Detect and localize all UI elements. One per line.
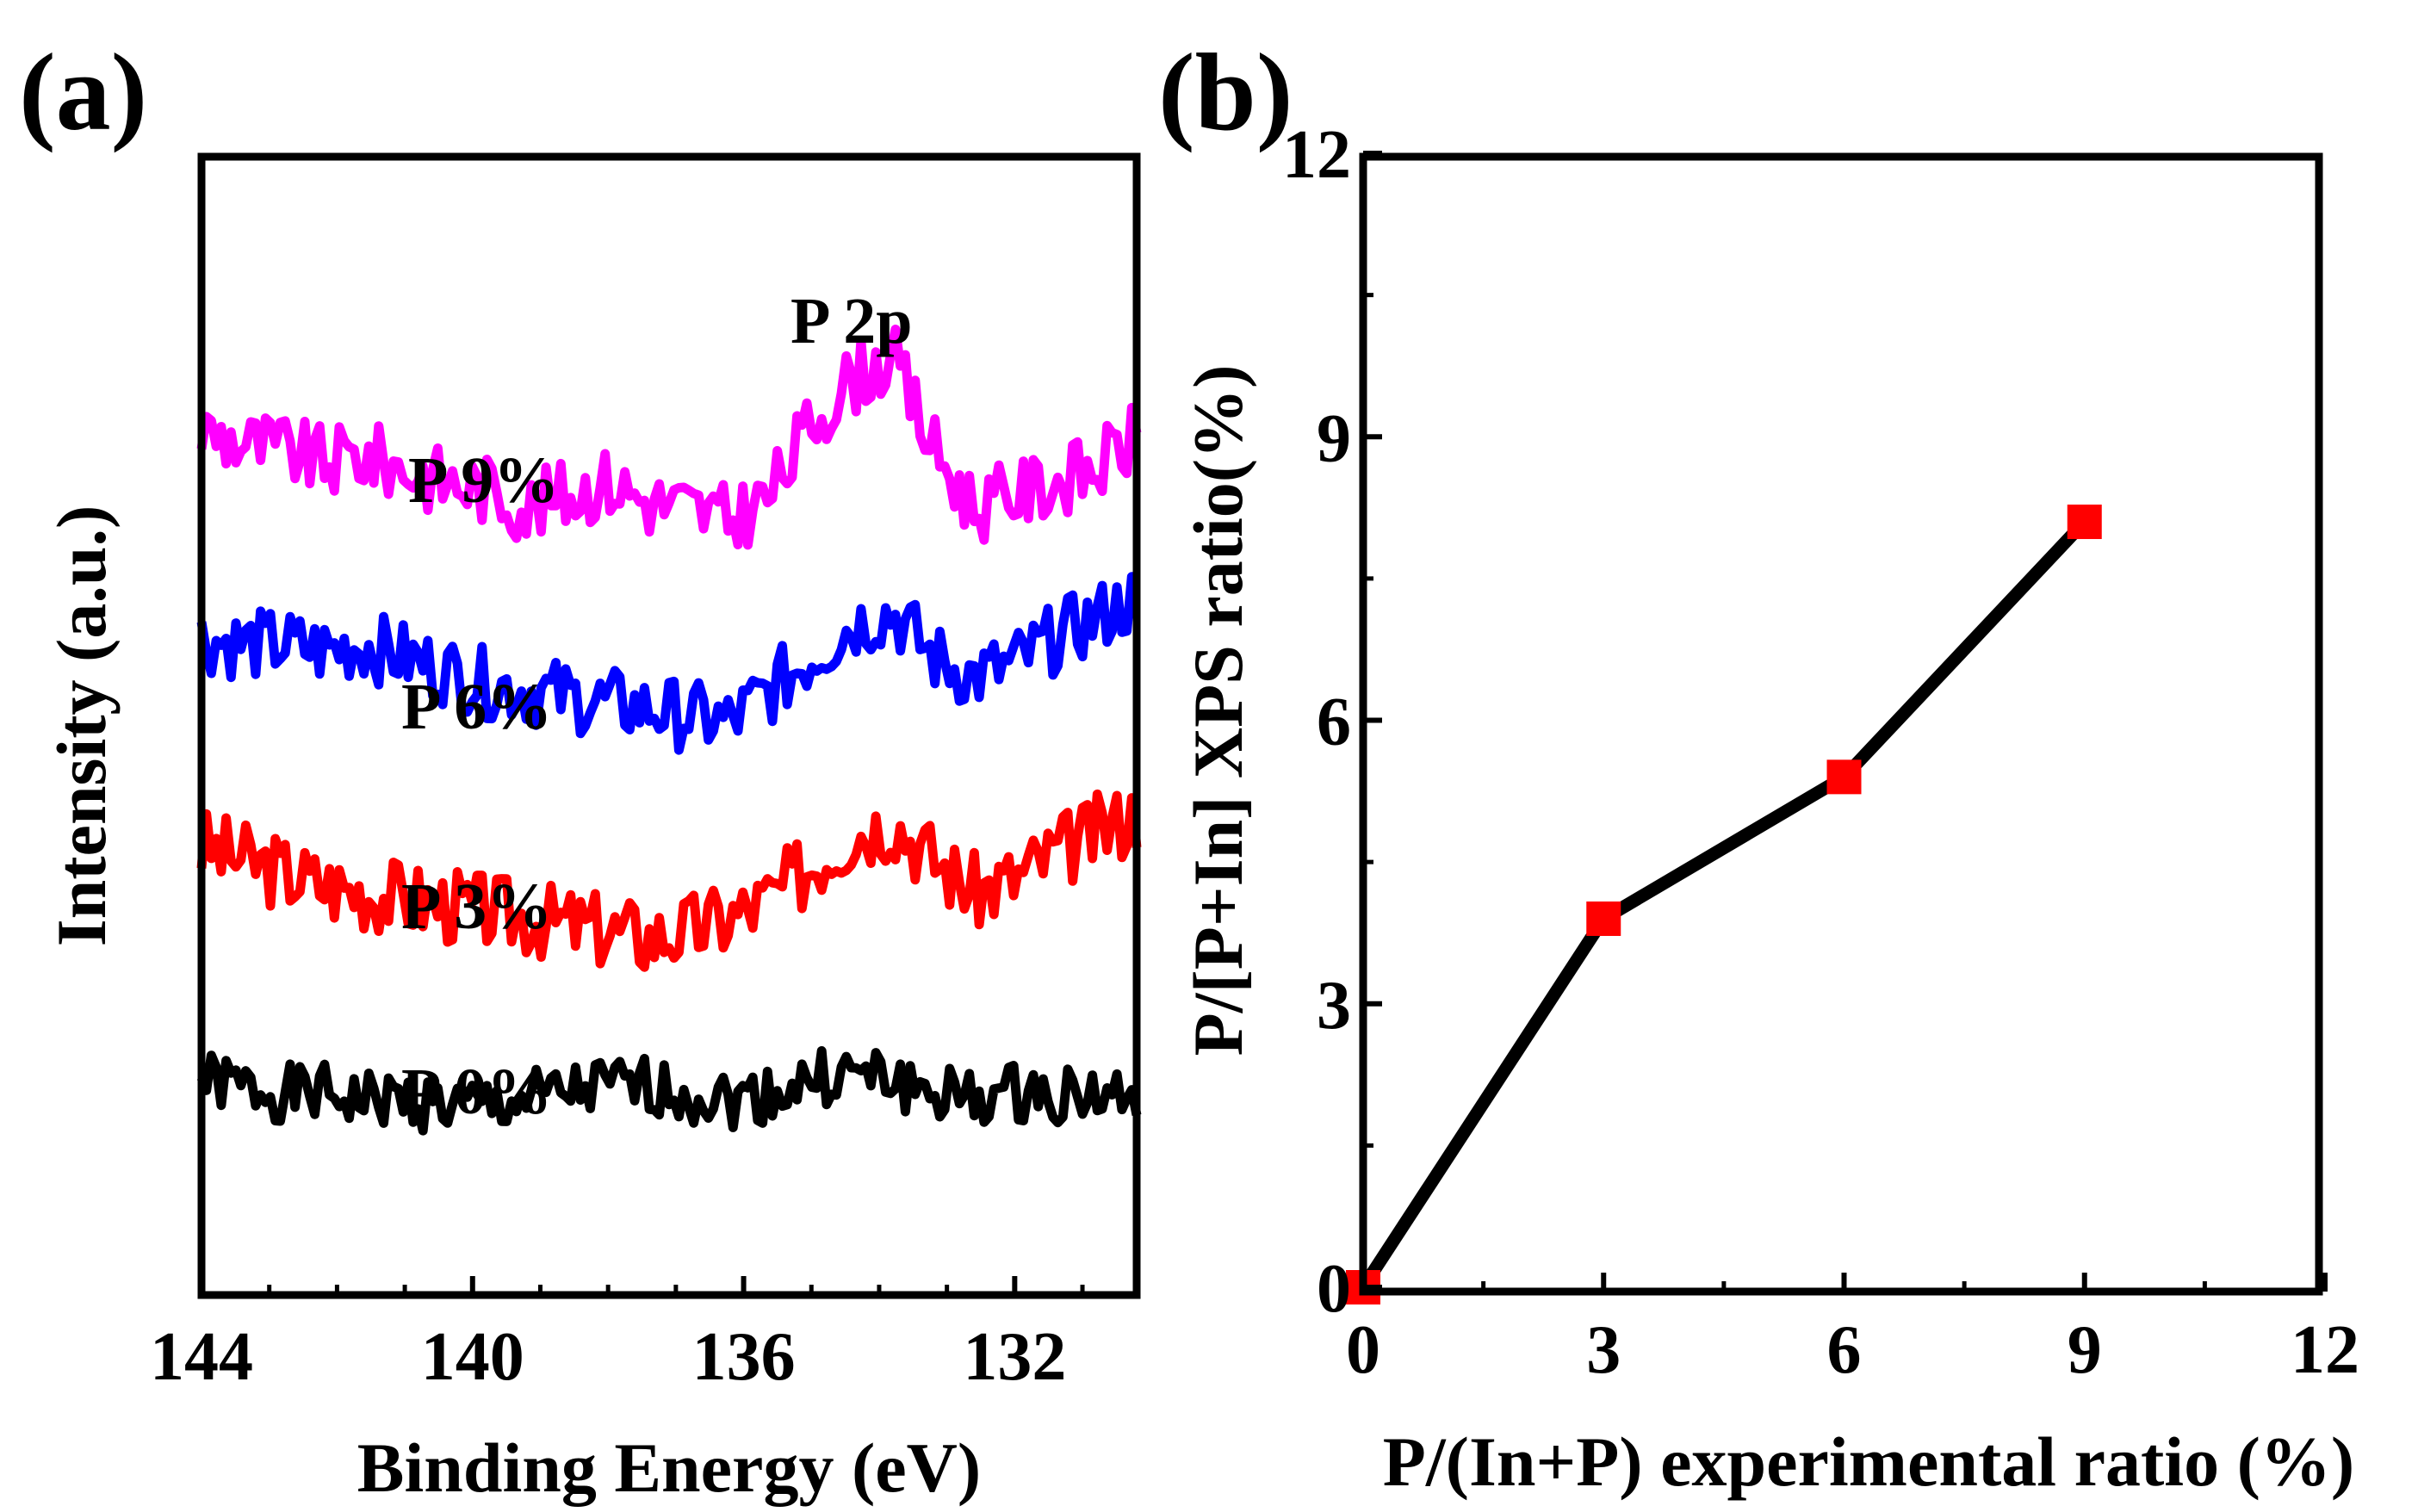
panel-b-label: (b) (1158, 31, 1293, 153)
data-point-marker-6 (1826, 759, 1862, 795)
panel-b-frame (1359, 152, 2323, 1296)
panel-a-label: (a) (19, 31, 147, 153)
y-tick-label-12: 12 (1282, 117, 1351, 193)
panel-b-plot-group (1346, 505, 2102, 1304)
panel-a: (a) 144 140 136 132 P 2p P 9% P 6% P 3% P 0… (19, 31, 1142, 1507)
y-tick-label-3: 3 (1317, 968, 1351, 1044)
series-label-p0: P 0% (401, 1056, 552, 1128)
panel-b-y-axis-title: P/[P+In] XPS ratio(%) (1179, 365, 1257, 1057)
x-tick-label-0: 0 (1346, 1312, 1380, 1388)
series-label-p9: P 9% (408, 444, 559, 517)
panel-b-ticks: 0 3 6 9 12 0 3 6 9 12 (1282, 117, 2359, 1388)
x-tick-label-136: 136 (692, 1319, 796, 1395)
spectrum-line-p-3 (196, 789, 1142, 972)
panel-b: (b) 0 3 6 9 12 0 3 6 9 12 P/(In+P) experimental r… (1158, 31, 2359, 1501)
x-tick-label-6: 6 (1827, 1312, 1862, 1388)
panel-a-peak-label: P 2p (790, 285, 913, 357)
panel-a-x-ticks: 144 140 136 132 (150, 1276, 1085, 1395)
panel-a-series-group (196, 325, 1142, 1136)
data-point-marker-3 (1586, 901, 1621, 936)
y-tick-label-6: 6 (1317, 685, 1351, 760)
x-tick-label-140: 140 (421, 1319, 524, 1395)
y-tick-label-0: 0 (1317, 1251, 1351, 1327)
series-label-p6: P 6% (401, 671, 552, 743)
data-point-marker-9 (2067, 505, 2102, 540)
x-tick-label-9: 9 (2068, 1312, 2102, 1388)
spectrum-line-p-6 (196, 572, 1138, 755)
y-tick-label-9: 9 (1317, 400, 1351, 476)
panel-a-frame (197, 152, 1141, 1299)
x-tick-label-3: 3 (1586, 1312, 1621, 1388)
panel-a-y-axis-title: Intensity (a.u.) (42, 505, 121, 947)
panel-a-x-axis-title: Binding Energy (eV) (357, 1428, 981, 1507)
x-tick-label-144: 144 (150, 1319, 253, 1395)
x-tick-label-12: 12 (2291, 1312, 2359, 1388)
spectrum-line-p-0 (196, 1046, 1142, 1136)
x-tick-label-132: 132 (963, 1319, 1066, 1395)
spectrum-line-p-9 (196, 325, 1142, 550)
panel-b-x-axis-title: P/(In+P) experimental ratio (%) (1383, 1422, 2354, 1501)
xps-ratio-line (1357, 517, 2090, 1292)
series-label-p3: P 3% (401, 871, 552, 943)
